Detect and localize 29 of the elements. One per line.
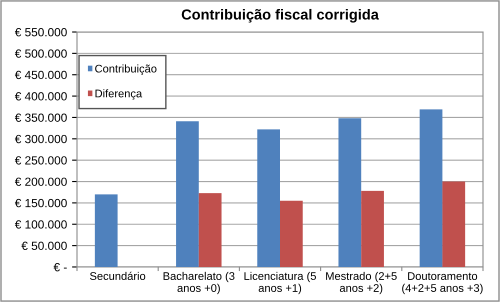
legend-label: Diferença bbox=[95, 89, 142, 100]
y-tick-label: € 300.000 bbox=[14, 134, 67, 144]
y-tick-label: € 50.000 bbox=[21, 242, 67, 250]
y-tick-label: € 250.000 bbox=[14, 156, 67, 165]
y-tick-label: € 200.000 bbox=[14, 178, 67, 186]
bar bbox=[420, 109, 442, 267]
bar bbox=[442, 182, 466, 267]
bar bbox=[361, 190, 384, 267]
y-tick-label: € 400.000 bbox=[14, 92, 67, 100]
x-tick-label: Licenciatura (5 anos +1) bbox=[244, 272, 316, 294]
bar bbox=[338, 118, 362, 267]
x-tick-label: Mestrado (2+5 anos +2) bbox=[326, 272, 397, 294]
x-tick-label: Doutoramento (4+2+5 anos +3) bbox=[402, 272, 483, 294]
bar bbox=[176, 121, 199, 267]
legend-label: Contribuição bbox=[95, 64, 156, 75]
bar bbox=[257, 129, 280, 267]
y-tick-label: € 500.000 bbox=[14, 49, 67, 58]
bar bbox=[280, 200, 303, 267]
y-tick-label: € 550.000 bbox=[14, 28, 67, 36]
x-tick-label: Bacharelato (3 anos +0) bbox=[164, 272, 234, 294]
y-tick-label: € 450.000 bbox=[14, 70, 67, 80]
bar bbox=[94, 194, 118, 267]
bar bbox=[198, 193, 222, 267]
chart-title: Contribuição fiscal corrigida bbox=[182, 8, 379, 23]
y-tick-label: € 100.000 bbox=[14, 220, 67, 229]
x-tick-label: Secundário bbox=[90, 272, 146, 280]
y-tick-label: € - bbox=[54, 263, 67, 272]
y-tick-label: € 350.000 bbox=[14, 113, 67, 122]
y-tick-label: € 150.000 bbox=[14, 198, 67, 208]
